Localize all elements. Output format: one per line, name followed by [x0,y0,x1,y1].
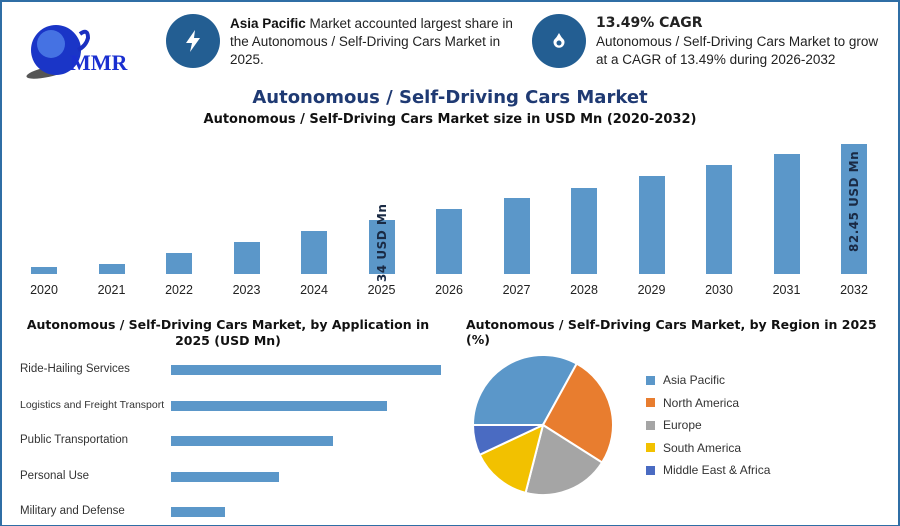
bar-2024 [301,230,327,274]
legend-label: Middle East & Africa [663,463,771,477]
bar-2023 [233,241,260,274]
category-label: Personal Use [20,469,90,482]
bar-2027 [503,198,530,274]
pie-slice-asia-pacific [471,354,579,426]
legend-item: Middle East & Africa [646,463,770,477]
category-label: Military and Defense [20,505,125,517]
info-cagr: 13.49% CAGR Autonomous / Self-Driving Ca… [596,14,886,69]
pie-slice-middle-east-africa [471,424,544,457]
bar-2025 [368,220,395,274]
bar-logistics-and-freight-transport [171,400,387,411]
legend-label: Europe [663,418,702,432]
legend-swatch [646,375,655,385]
legend-label: Asia Pacific [663,373,726,387]
bar-military-and-defense [171,507,225,517]
cagr-text: Autonomous / Self-Driving Cars Market to… [596,34,879,67]
bar-2030 [706,165,732,274]
info-region: Asia Pacific Market accounted largest sh… [230,15,520,69]
legend-swatch [646,420,655,430]
info-region-bold: Asia Pacific [230,16,306,31]
pie-slice-south-america [478,423,545,495]
info-region-text: Market accounted largest share in the Au… [230,16,513,67]
region-pie-chart [471,354,614,496]
x-tick-label: 2020 [30,283,58,297]
x-tick-label: 2027 [502,283,531,297]
bar-personal-use [171,471,279,482]
logo-text: MMR [70,50,128,75]
legend-label: North America [663,395,740,410]
legend-label: South America [663,440,742,455]
application-chart-title: Autonomous / Self-Driving Cars Market, b… [26,317,430,348]
legend-item: Europe [646,418,702,432]
bar-public-transportation [171,436,333,446]
cagr-value: 13.49% CAGR [596,15,703,31]
legend-item: South America [646,441,741,455]
category-label: Logistics and Freight Transport [20,398,165,411]
bar-2026 [436,209,462,274]
x-tick-label: 2022 [165,283,193,297]
category-label: Public Transportation [20,434,129,446]
x-tick-label: 2023 [232,283,261,297]
x-tick-label: 2030 [705,283,733,297]
data-label-2032: 82.45 USD Mn [847,150,861,252]
bar-2029 [638,176,665,274]
region-chart-title: Autonomous / Self-Driving Cars Market, b… [466,317,877,347]
legend-item: Asia Pacific [646,373,725,387]
bar-2021 [98,264,125,274]
x-tick-label: 2024 [300,283,328,297]
main-chart-title: Autonomous / Self-Driving Cars Market si… [203,112,697,127]
pie-slice-europe [524,423,604,496]
x-tick-label: 2025 [367,283,396,297]
x-tick-label: 2028 [570,283,598,297]
x-tick-label: 2021 [97,283,126,297]
category-label: Ride-Hailing Services [20,363,130,375]
legend-swatch [646,465,655,475]
x-tick-label: 2026 [435,283,463,297]
legend-swatch [646,443,655,452]
data-label-2025: 34 USD Mn [374,203,389,282]
bar-2028 [571,188,597,274]
bar-2031 [773,154,800,274]
mmr-logo: MMR [18,12,138,80]
x-tick-label: 2029 [637,283,666,297]
legend-swatch [646,398,655,407]
bar-2032 [841,144,867,274]
bar-2020 [31,267,57,274]
lightning-icon [166,14,220,68]
x-tick-label: 2032 [840,283,868,297]
x-tick-label: 2031 [772,283,801,297]
bar-ride-hailing-services [171,365,441,375]
bar-2022 [166,253,192,274]
legend-item: North America [646,396,739,410]
pie-slice-north-america [541,362,614,464]
page-title: Autonomous / Self-Driving Cars Market [252,87,648,108]
flame-drop-icon [532,14,586,68]
